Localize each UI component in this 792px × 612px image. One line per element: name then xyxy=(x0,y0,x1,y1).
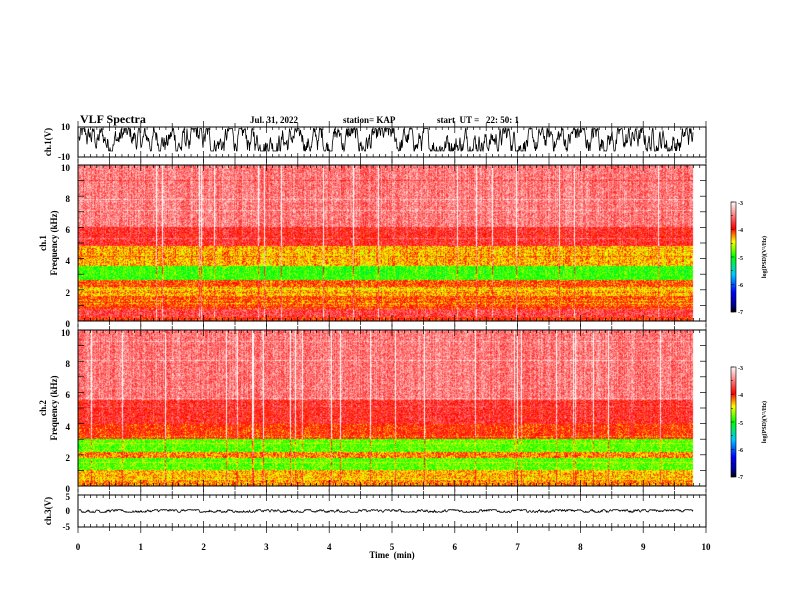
time-tick-1: 1 xyxy=(139,542,144,552)
ch2-colorbar-tick-minus4: -4 xyxy=(738,393,743,399)
ch2-spectrogram-image xyxy=(78,330,706,486)
time-tick-7: 7 xyxy=(515,542,520,552)
ch1-freq-tick-4: 4 xyxy=(66,256,71,266)
ch2-freq-tick-0: 0 xyxy=(66,484,71,494)
ch2-freq-tick-2: 2 xyxy=(66,453,71,463)
ch1-waveform-ytick-bottom: -10 xyxy=(58,152,70,162)
ch3-waveform-ylabel: ch.3(V) xyxy=(43,497,53,525)
ch1-waveform-panel: 10 -10 ch.1(V) xyxy=(43,121,707,163)
ch1-colorbar: -3 -4 -5 -6 -7 log(PSD)(V²/Hz) xyxy=(730,201,768,316)
ch2-colorbar-label: log(PSD)(V²/Hz) xyxy=(761,401,768,443)
ch2-freq-tick-10: 10 xyxy=(61,328,71,338)
ch3-waveform-ytick-minus5: -5 xyxy=(63,522,71,532)
time-tick-8: 8 xyxy=(578,542,583,552)
date-label: Jul. 31, 2022 xyxy=(250,115,299,125)
ch3-waveform-ytick-0: 0 xyxy=(66,506,71,516)
ch2-colorbar: -3 -4 -5 -6 -7 log(PSD)(V²/Hz) xyxy=(730,366,768,481)
ch1-spectrogram-ylabel-frequency: Frequency (kHz) xyxy=(49,210,59,275)
ch1-freq-tick-6: 6 xyxy=(66,225,71,235)
ch3-waveform-ticks xyxy=(77,489,707,533)
ch1-colorbar-tick-minus6: -6 xyxy=(738,283,743,289)
ch1-colorbar-tick-minus5: -5 xyxy=(738,256,743,262)
ch2-freq-tick-6: 6 xyxy=(66,390,71,400)
ch3-waveform-panel: 5 0 -5 ch.3(V) 0 1 2 3 4 5 6 7 8 9 10 Ti… xyxy=(43,489,711,560)
ch2-colorbar-ticks xyxy=(731,366,734,478)
ch2-freq-tick-8: 8 xyxy=(66,359,71,369)
station-label: station= KAP xyxy=(343,115,396,125)
ch1-freq-tick-2: 2 xyxy=(66,288,71,298)
ch3-waveform-ytick-5: 5 xyxy=(66,492,71,502)
ch1-spectrogram-image xyxy=(78,165,706,321)
time-tick-2: 2 xyxy=(201,542,206,552)
start-time-label: start UT = 22: 50: 1 xyxy=(437,115,519,125)
time-tick-6: 6 xyxy=(453,542,458,552)
ch1-colorbar-ticks xyxy=(731,201,734,313)
ch1-freq-tick-10: 10 xyxy=(61,163,71,173)
ch1-spectrogram-panel: 10 8 6 4 2 0 ch.1 Frequency (kHz) xyxy=(38,159,707,329)
ch3-waveform-trace xyxy=(78,508,694,514)
ch1-spectrogram-ticks xyxy=(77,159,707,327)
ch2-spectrogram-panel: 10 8 6 4 2 0 ch.2 Frequency (kHz) xyxy=(38,324,707,494)
ch1-waveform-ytick-top: 10 xyxy=(61,122,71,132)
ch2-spectrogram-ylabel-channel: ch.2 xyxy=(38,400,48,416)
figure-title: VLF Spectra xyxy=(80,112,146,126)
time-tick-0: 0 xyxy=(76,542,81,552)
ch1-freq-tick-0: 0 xyxy=(66,319,71,329)
time-axis-label: Time (min) xyxy=(369,550,414,560)
time-tick-9: 9 xyxy=(641,542,646,552)
time-tick-3: 3 xyxy=(264,542,269,552)
ch1-colorbar-tick-minus4: -4 xyxy=(738,228,743,234)
ch1-colorbar-label: log(PSD)(V²/Hz) xyxy=(761,236,768,278)
ch1-waveform-trace xyxy=(78,127,694,153)
ch1-colorbar-tick-minus3: -3 xyxy=(738,201,743,207)
ch2-colorbar-tick-minus5: -5 xyxy=(738,421,743,427)
time-tick-10: 10 xyxy=(702,542,712,552)
ch1-colorbar-tick-minus7: -7 xyxy=(738,310,743,316)
ch2-colorbar-tick-minus6: -6 xyxy=(738,448,743,454)
time-tick-4: 4 xyxy=(327,542,332,552)
ch1-spectrogram-ylabel-channel: ch.1 xyxy=(38,235,48,251)
time-axis-labels: 0 1 2 3 4 5 6 7 8 9 10 xyxy=(76,542,711,552)
ch1-waveform-ticks xyxy=(77,121,707,163)
ch1-freq-tick-8: 8 xyxy=(66,194,71,204)
ch1-waveform-ylabel: ch.1(V) xyxy=(43,128,53,156)
ch2-freq-tick-4: 4 xyxy=(66,422,71,432)
time-tick-5: 5 xyxy=(390,542,395,552)
ch2-spectrogram-ylabel-frequency: Frequency (kHz) xyxy=(49,375,59,440)
ch2-colorbar-tick-minus7: -7 xyxy=(738,475,743,481)
ch2-colorbar-tick-minus3: -3 xyxy=(738,366,743,372)
